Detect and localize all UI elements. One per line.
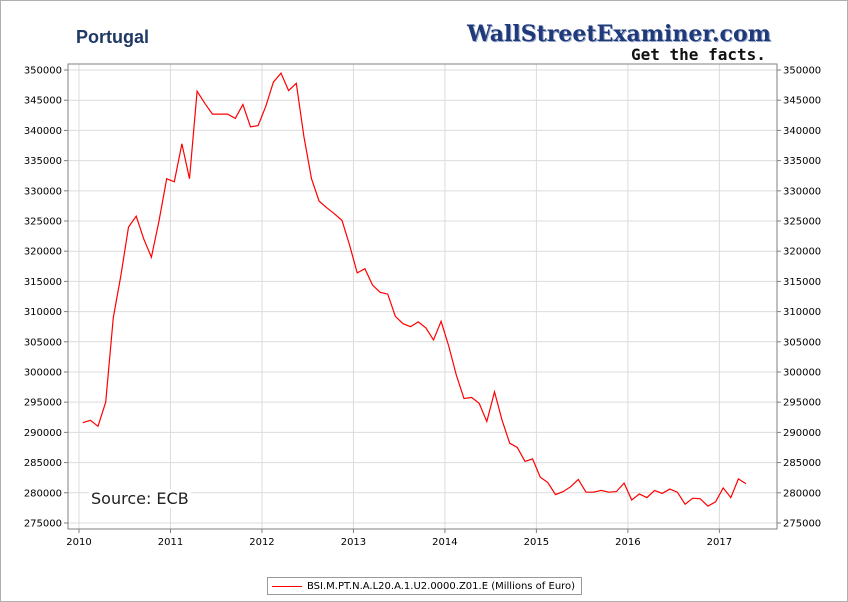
legend-label: BSI.M.PT.N.A.L20.A.1.U2.0000.Z01.E (Mill…: [307, 580, 576, 592]
x-tick-label: 2013: [341, 537, 366, 548]
x-tick-label: 2012: [249, 537, 274, 548]
plot-area: [68, 64, 777, 529]
y-tick-label-left: 280000: [24, 488, 62, 499]
y-tick-label-right: 305000: [783, 337, 821, 348]
brand-tagline: Get the facts.: [631, 45, 766, 64]
x-tick-label: 2014: [432, 537, 457, 548]
y-tick-label-left: 300000: [24, 367, 62, 378]
y-tick-label-left: 315000: [24, 277, 62, 288]
y-tick-label-right: 325000: [783, 217, 821, 228]
y-tick-label-left: 275000: [24, 518, 62, 529]
y-tick-label-right: 330000: [783, 186, 821, 197]
y-tick-label-left: 345000: [24, 96, 62, 107]
legend: BSI.M.PT.N.A.L20.A.1.U2.0000.Z01.E (Mill…: [267, 577, 583, 595]
y-tick-label-right: 335000: [783, 156, 821, 167]
plot-border: [67, 63, 778, 530]
y-tick-label-left: 335000: [24, 156, 62, 167]
y-tick-label-right: 295000: [783, 398, 821, 409]
axes: 275000 275000 280000 280000 285000 285000 2900…: [24, 66, 821, 548]
x-tick-label: 2011: [158, 537, 183, 548]
y-tick-label-right: 285000: [783, 458, 821, 469]
y-tick-label-right: 275000: [783, 518, 821, 529]
y-tick-label-right: 290000: [783, 428, 821, 439]
y-tick-label-left: 330000: [24, 186, 62, 197]
y-tick-label-left: 305000: [24, 337, 62, 348]
y-tick-label-right: 310000: [783, 307, 821, 318]
y-tick-label-left: 285000: [24, 458, 62, 469]
y-tick-label-left: 350000: [24, 66, 62, 77]
y-tick-label-left: 310000: [24, 307, 62, 318]
legend-swatch: [272, 585, 302, 587]
y-tick-label-right: 315000: [783, 277, 821, 288]
brand-logo-text: WallStreetExaminer.com: [467, 21, 771, 47]
x-tick-label: 2010: [66, 537, 91, 548]
chart-title: Portugal: [76, 27, 150, 47]
y-tick-label-right: 340000: [783, 126, 821, 137]
grid: [68, 64, 777, 529]
x-tick-label: 2016: [615, 537, 640, 548]
y-tick-label-right: 280000: [783, 488, 821, 499]
y-tick-label-left: 320000: [24, 247, 62, 258]
x-tick-label: 2015: [524, 537, 549, 548]
y-tick-label-left: 290000: [24, 428, 62, 439]
y-tick-label-right: 320000: [783, 247, 821, 258]
series-line: [82, 71, 747, 507]
y-tick-label-right: 345000: [783, 96, 821, 107]
y-tick-label-left: 340000: [24, 126, 62, 137]
y-tick-label-right: 350000: [783, 66, 821, 77]
source-annotation: Source: ECB: [89, 489, 191, 508]
y-tick-label-left: 295000: [24, 398, 62, 409]
y-tick-label-left: 325000: [24, 217, 62, 228]
x-tick-label: 2017: [707, 537, 732, 548]
y-tick-label-right: 300000: [783, 367, 821, 378]
